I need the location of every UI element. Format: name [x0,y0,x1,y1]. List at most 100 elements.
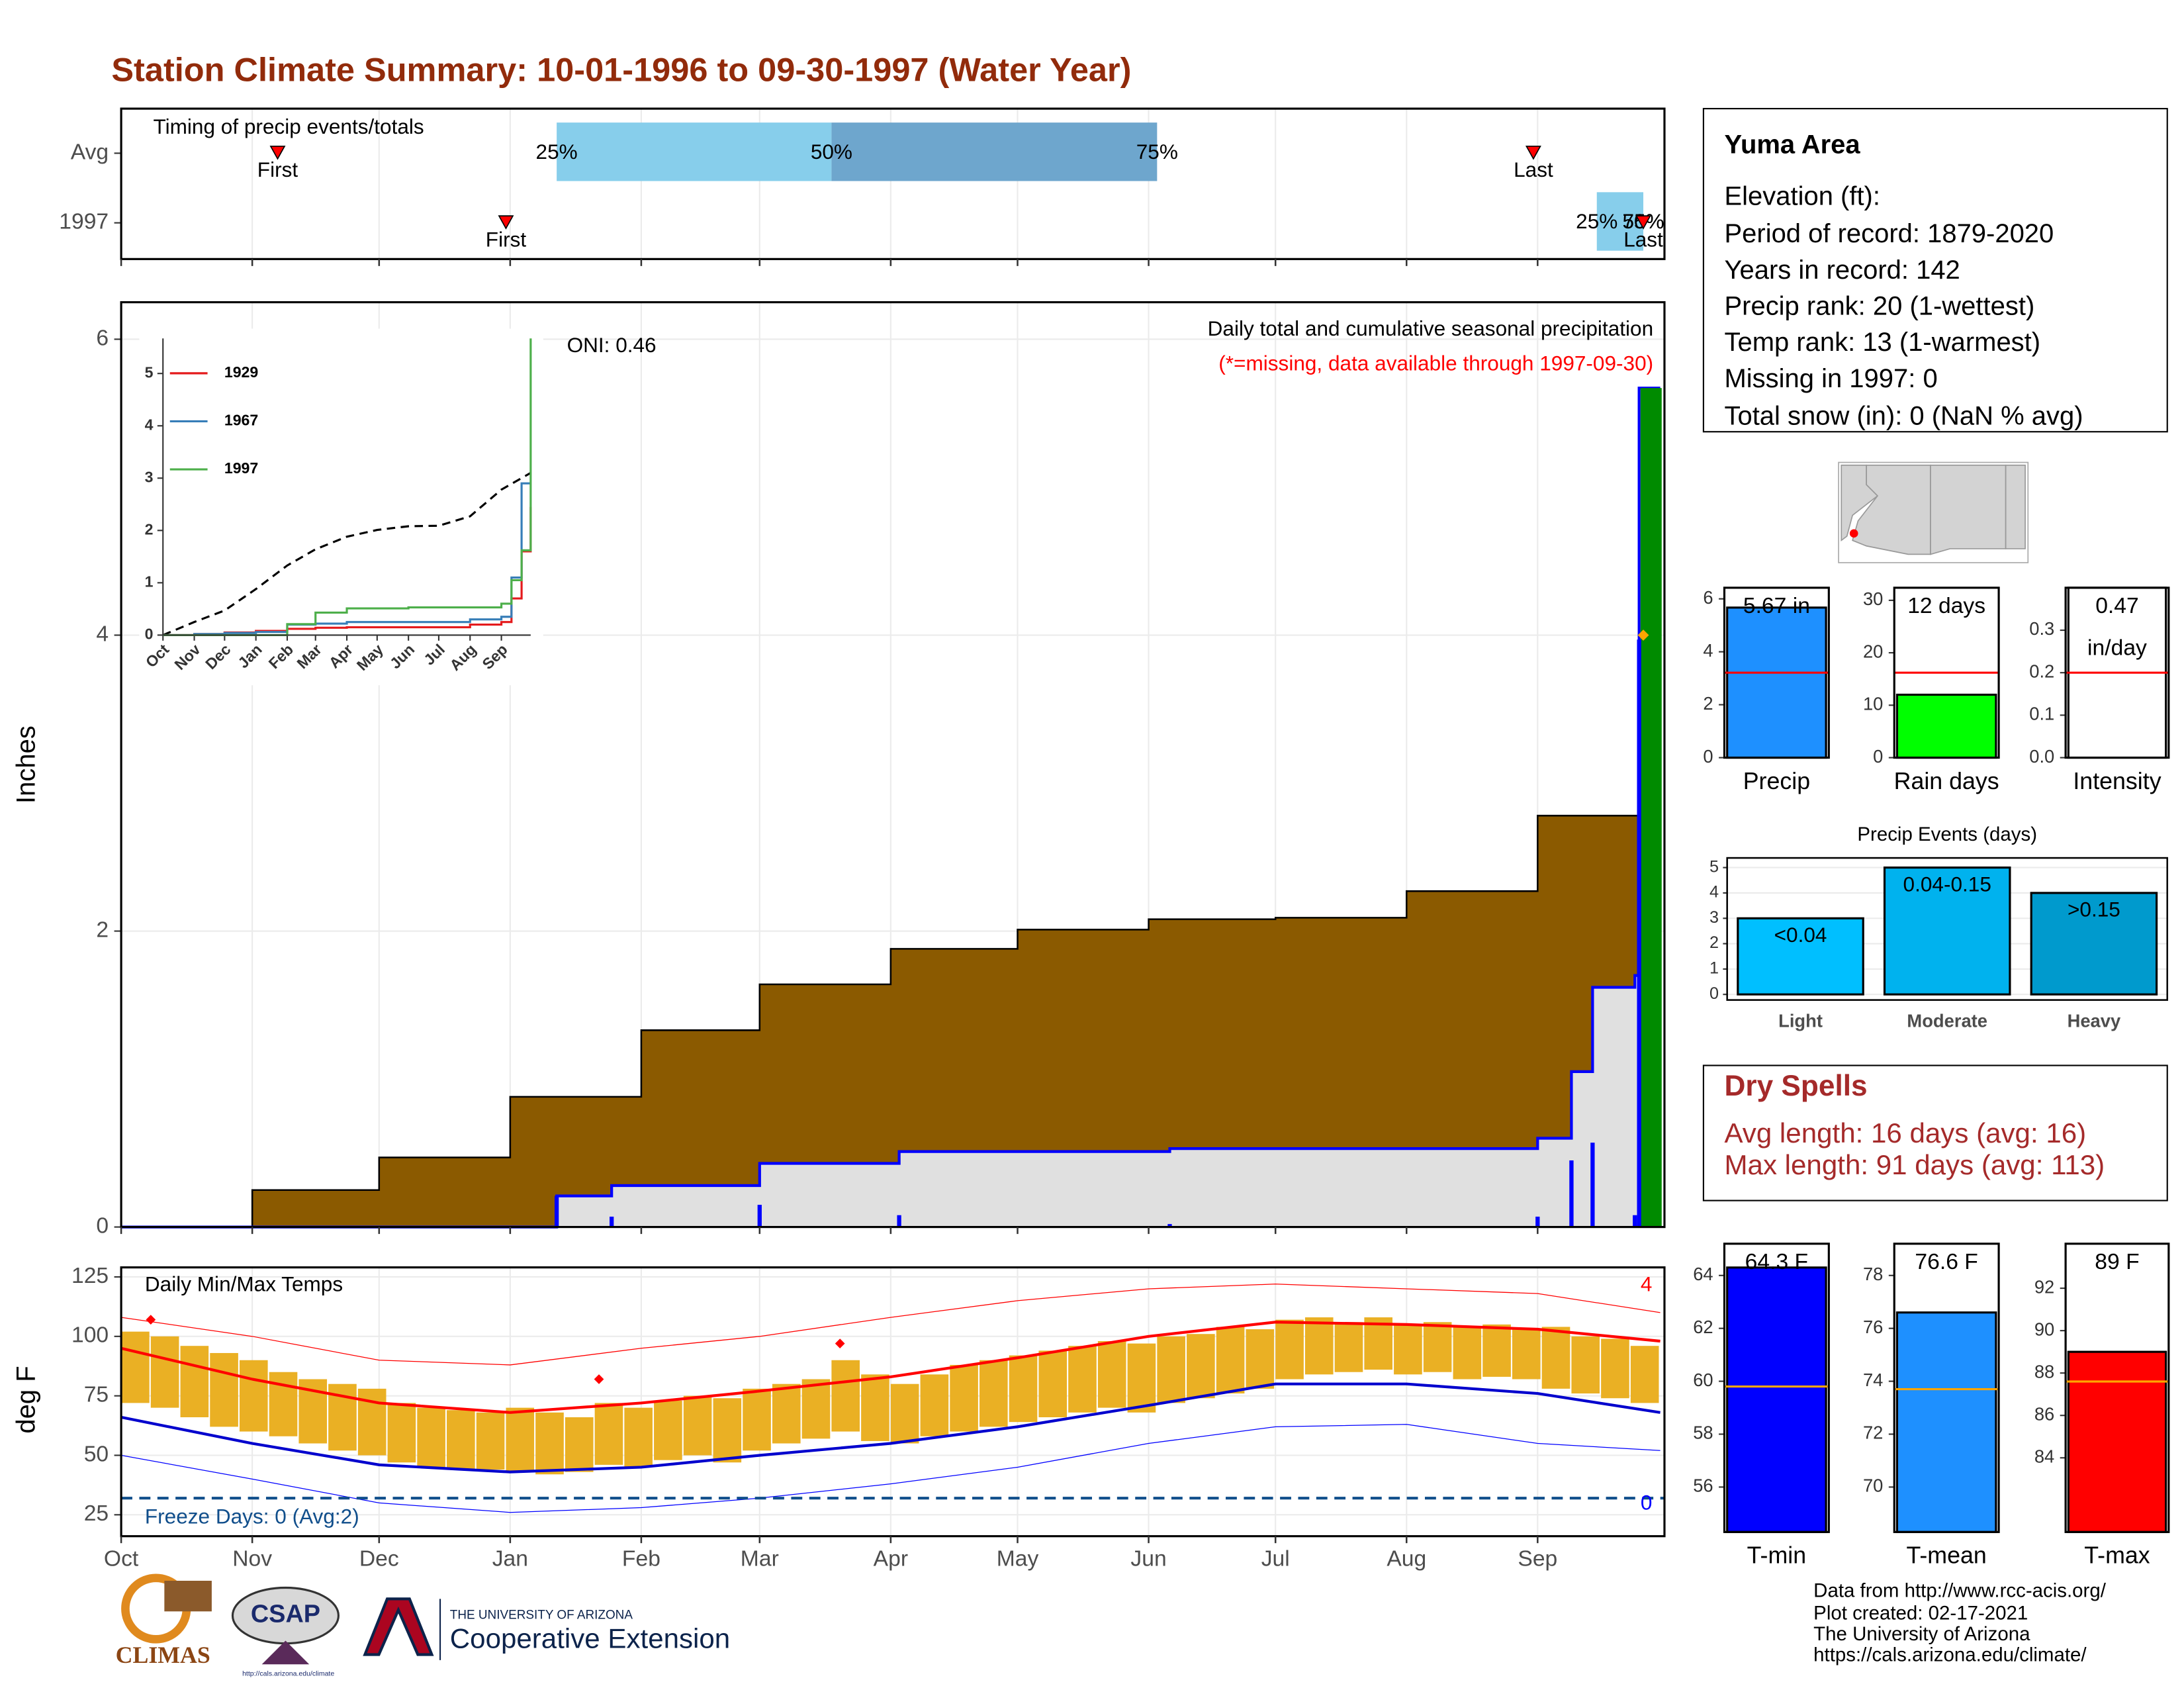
daily-temp-bar [1275,1319,1304,1380]
quantile-label: 75% [1136,140,1178,164]
y-tick-label: 60 [1693,1370,1713,1390]
panel-title: Precip Events (days) [1857,823,2037,845]
y-tick-label: 20 [1863,641,1883,661]
panel-title: Daily total and cumulative seasonal prec… [1208,316,1653,340]
daily-temp-bar [1334,1322,1363,1372]
daily-temp-bar [387,1403,416,1463]
panel-frame [120,107,1666,260]
y-tick-label: Avg [71,140,109,164]
station-line: Temp rank: 13 (1-warmest) [1724,328,2040,357]
daily-temp-bar [713,1398,742,1463]
y-tick-label: 10 [1863,694,1883,714]
avg-cumulative-line [121,768,1661,1228]
value-label: 0.47 [2095,594,2139,618]
dry-spells-title: Dry Spells [1724,1070,1867,1102]
y-tick-label: 84 [2034,1446,2054,1466]
daily-temp-bar [1038,1350,1068,1417]
station-box [1702,108,2168,433]
y-tick-label: 72 [1863,1423,1883,1443]
unit-label: in/day [2087,635,2147,660]
daily-temp-bar [1068,1346,1097,1413]
station-line: Precip rank: 20 (1-wettest) [1724,292,2034,321]
y-tick-label: 56 [1693,1476,1713,1496]
bar [2030,892,2158,996]
x-tick-label: Aug [1387,1546,1426,1571]
quantile-label: 25% [1576,209,1617,233]
y-tick-label: 1997 [59,210,109,234]
daily-temp-bar [121,1331,150,1403]
y-tick-label: 78 [1863,1264,1883,1284]
daily-temp-bar [1304,1317,1334,1375]
university-name: THE UNIVERSITY OF ARIZONA [450,1609,633,1622]
inset-series-line [163,482,531,636]
event-marker [1635,215,1651,230]
y-axis-label: deg F [12,1366,41,1433]
map [1838,461,2029,563]
inset-y-tick-label: 4 [145,416,154,433]
daily-temp-bar [210,1352,238,1427]
value-label: 76.6 F [1915,1250,1978,1274]
y-tick-label: 5 [1709,857,1719,876]
y-tick-label: 64 [1693,1264,1713,1284]
x-tick-label: Nov [232,1546,272,1571]
x-tick-label: May [997,1546,1039,1571]
legend-label: 1967 [224,412,258,429]
bar [1737,917,1864,996]
y-tick-label: 75 [84,1383,109,1407]
daily-temp-bar [417,1407,445,1468]
y-tick-label: 0.2 [2029,661,2054,681]
category-label: T-max [2084,1542,2150,1569]
daily-temp-bar [594,1403,623,1465]
footer-line: Data from http://www.rcc-acis.org/ [1813,1580,2107,1602]
x-tick-label: Jul [1261,1546,1290,1571]
temp-line [120,1424,1661,1513]
y-tick-label: 0 [1709,984,1719,1003]
map-state [2005,464,2026,549]
extension-name: Cooperative Extension [450,1623,730,1654]
daily-temp-bar [269,1372,298,1436]
bar [1895,693,1997,759]
event-label: First [257,158,298,181]
daily-temp-bar [476,1412,505,1470]
inset-avg-line [162,472,531,636]
inset-y-tick-label: 1 [145,573,154,590]
y-tick-label: 1 [1709,959,1719,978]
bar-frame-border [2064,586,2170,759]
daily-precip-bar [1590,1143,1595,1227]
inset-background [139,328,543,686]
cumulative-line [121,387,1661,1229]
daily-temp-bar [1127,1343,1156,1413]
y-tick-label: 4 [1703,640,1713,661]
y-tick-label: 70 [1863,1476,1883,1496]
x-tick-label: Jun [1130,1546,1166,1571]
daily-temp-bar [1157,1336,1185,1403]
quantile-band [831,122,1158,181]
avg-cumulative-area [121,768,1661,1227]
daily-temp-bar [801,1379,831,1439]
bar [1883,867,2011,996]
y-axis-label: Inches [12,726,41,804]
x-tick-label: Dec [359,1546,399,1571]
daily-temp-bar [890,1383,919,1444]
daily-temp-bar [239,1360,268,1432]
y-tick-label: 58 [1693,1423,1713,1443]
panel-title: Daily Min/Max Temps [145,1272,343,1295]
station-line: Elevation (ft): [1724,181,1880,211]
value-label: 89 F [2095,1250,2139,1274]
y-tick-label: 90 [2034,1319,2054,1339]
x-tick-label: Sep [1518,1546,1557,1571]
category-label: Rain days [1894,768,1999,794]
dry-spells-line: Avg length: 16 days (avg: 16) [1724,1117,2086,1149]
bar-frame-border [2064,1243,2170,1533]
daily-temp-bar [1097,1341,1126,1408]
y-tick-label: 6 [96,326,109,350]
panel-frame [1726,857,2169,1001]
daily-temp-bar [772,1383,801,1444]
bar [1726,606,1827,759]
category-label: T-min [1747,1542,1806,1569]
panel-title: Timing of precip events/totals [154,115,424,138]
daily-temp-bar [1482,1324,1511,1377]
quantile-band [557,122,832,181]
